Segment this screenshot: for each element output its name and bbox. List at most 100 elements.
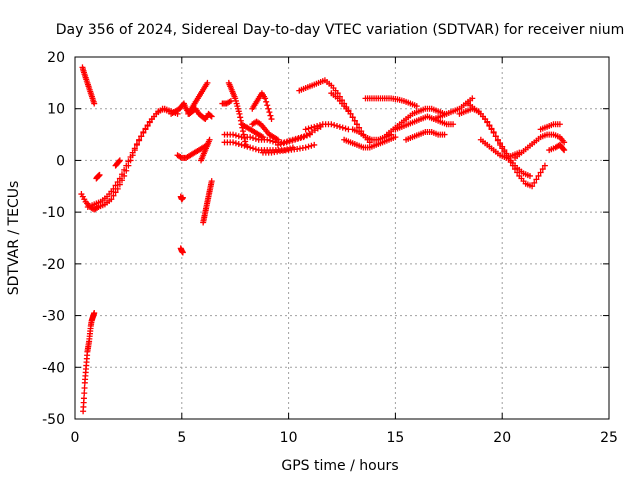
data-point xyxy=(302,144,309,151)
series-hour5-low-b xyxy=(177,245,186,256)
data-point xyxy=(488,126,495,133)
data-point xyxy=(497,140,504,147)
data-point xyxy=(297,135,304,142)
data-point xyxy=(267,112,274,119)
data-point xyxy=(482,116,489,123)
data-point xyxy=(490,129,497,136)
data-point xyxy=(336,123,343,130)
data-point xyxy=(556,121,563,128)
data-point xyxy=(351,117,358,124)
x-tick-label: 15 xyxy=(386,430,404,446)
data-point xyxy=(280,140,287,147)
data-point xyxy=(486,122,493,129)
series-hour14-high xyxy=(362,95,420,110)
data-point xyxy=(265,105,272,112)
series-hour13-low xyxy=(341,134,399,151)
x-tick-label: 0 xyxy=(71,430,80,446)
data-point xyxy=(144,122,151,129)
data-point xyxy=(264,136,271,143)
data-point xyxy=(392,134,399,141)
data-point xyxy=(236,110,243,117)
series-hour18-19-fall-b xyxy=(456,105,533,179)
series-hour6-rise xyxy=(185,79,211,117)
data-point xyxy=(81,384,88,391)
series-early-descending xyxy=(79,64,98,107)
data-point xyxy=(269,138,276,145)
series-hour21-22-rise xyxy=(512,131,568,161)
data-point xyxy=(227,97,234,104)
grid-lines xyxy=(75,57,609,419)
x-tick-label: 20 xyxy=(493,430,511,446)
series-hour15-wave-b xyxy=(392,113,457,133)
chart-title: Day 356 of 2024, Sidereal Day-to-day VTE… xyxy=(56,22,625,38)
x-tick-labels: 0 5 10 15 20 25 xyxy=(71,430,618,446)
data-point xyxy=(133,141,140,148)
data-point xyxy=(469,95,476,102)
data-point xyxy=(311,141,318,148)
data-point xyxy=(316,122,323,129)
data-point xyxy=(339,124,346,131)
data-point xyxy=(533,176,540,183)
data-point xyxy=(250,145,256,152)
x-tick-label: 10 xyxy=(280,430,298,446)
y-tick-labels: -50 -40 -30 -20 -10 0 10 20 xyxy=(42,50,65,428)
data-point xyxy=(121,166,128,173)
data-point xyxy=(242,138,249,145)
data-point xyxy=(250,135,256,142)
data-point xyxy=(494,136,501,143)
data-point xyxy=(252,146,259,153)
data-point xyxy=(116,158,123,165)
data-point xyxy=(129,149,136,156)
data-point xyxy=(561,147,568,154)
data-point xyxy=(232,140,239,147)
data-point xyxy=(140,129,147,136)
data-point xyxy=(450,121,457,128)
data-point xyxy=(294,135,301,142)
data-point xyxy=(247,134,254,141)
data-point xyxy=(334,122,341,129)
data-point xyxy=(247,144,254,151)
series-hour16-low xyxy=(403,128,448,143)
series-hour11-peak xyxy=(296,77,360,128)
data-point xyxy=(118,171,125,178)
series-hour11-mid xyxy=(302,121,352,133)
data-point xyxy=(289,137,296,144)
y-tick-label: -40 xyxy=(42,360,65,376)
data-point xyxy=(235,133,242,140)
data-point xyxy=(146,119,153,126)
y-tick-label: 10 xyxy=(47,102,65,118)
data-point xyxy=(308,124,315,131)
data-point xyxy=(349,114,356,121)
series-hour18-19-fall-a xyxy=(465,100,548,190)
x-tick-label: 5 xyxy=(177,430,186,446)
series-hour22-tail xyxy=(546,141,568,154)
data-point xyxy=(110,185,117,192)
data-point xyxy=(244,143,251,150)
data-point xyxy=(91,100,98,107)
data-point xyxy=(81,390,88,397)
data-point xyxy=(252,135,259,142)
data-point xyxy=(347,110,354,117)
data-point xyxy=(207,112,214,119)
data-point xyxy=(237,114,244,121)
data-point xyxy=(531,179,538,186)
data-point xyxy=(112,189,119,196)
series-early-steep-rise xyxy=(80,309,98,415)
data-point xyxy=(413,103,420,110)
data-point xyxy=(237,117,244,124)
series-hour7-peak xyxy=(225,79,249,148)
y-axis-label: SDTVAR / TECUs xyxy=(6,181,22,296)
series-short-cluster-2 xyxy=(112,157,123,169)
data-point xyxy=(262,95,269,102)
data-point xyxy=(499,143,506,150)
data-point xyxy=(277,141,284,148)
data-point xyxy=(241,142,248,149)
series-dip-and-rise xyxy=(78,105,172,213)
data-points xyxy=(78,64,568,415)
data-point xyxy=(110,192,117,199)
data-point xyxy=(441,131,448,138)
data-point xyxy=(302,126,309,133)
data-point xyxy=(264,102,271,109)
y-tick-label: -50 xyxy=(42,412,65,428)
